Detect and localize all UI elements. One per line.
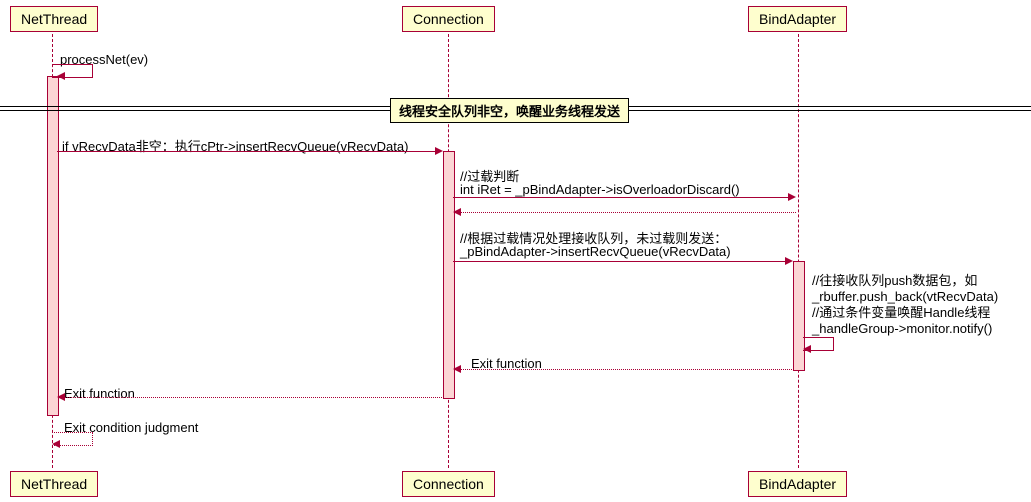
msg-insertrecvqueue: if vRecvData非空：执行cPtr->insertRecvQueue(v…: [62, 136, 408, 155]
participant-label: BindAdapter: [759, 11, 836, 27]
arrow-head: [52, 440, 60, 448]
msg-insert-call: _pBindAdapter->insertRecvQueue(vRecvData…: [460, 244, 731, 259]
msg-exit-function-2: Exit function: [64, 386, 135, 401]
activation-netthread: [47, 76, 59, 416]
participant-connection-top: Connection: [402, 6, 495, 32]
participant-label: BindAdapter: [759, 476, 836, 492]
arrow-head: [57, 393, 65, 401]
arrow-ret2: [62, 397, 444, 398]
note-notify: _handleGroup->monitor.notify(): [812, 321, 992, 338]
participant-label: NetThread: [21, 476, 87, 492]
activation-bindadapter: [793, 261, 805, 371]
participant-label: Connection: [413, 476, 484, 492]
arrow-m4: [453, 261, 789, 262]
arrow-head: [788, 193, 796, 201]
lifeline-bindadapter: [798, 34, 799, 468]
arrow-head: [57, 72, 65, 80]
participant-label: NetThread: [21, 11, 87, 27]
arrow-head: [803, 345, 811, 353]
participant-netthread-top: NetThread: [10, 6, 98, 32]
arrow-head: [435, 147, 443, 155]
activation-connection: [443, 151, 455, 399]
participant-bindadapter-top: BindAdapter: [748, 6, 847, 32]
note-rbuffer: _rbuffer.push_back(vtRecvData): [812, 289, 998, 306]
participant-netthread-bottom: NetThread: [10, 471, 98, 497]
arrow-m3-return: [458, 212, 796, 213]
participant-bindadapter-bottom: BindAdapter: [748, 471, 847, 497]
note-cond: //通过条件变量唤醒Handle线程: [812, 305, 990, 322]
arrow-head: [785, 257, 793, 265]
arrow-m3: [453, 197, 791, 198]
divider-label: 线程安全队列非空，唤醒业务线程发送: [390, 98, 629, 123]
msg-overload-call: int iRet = _pBindAdapter->isOverloadorDi…: [460, 182, 740, 197]
arrow-m2: [57, 151, 439, 152]
arrow-head: [453, 365, 461, 373]
arrow-ret1: [458, 369, 794, 370]
arrow-head: [453, 208, 461, 216]
participant-label: Connection: [413, 11, 484, 27]
participant-connection-bottom: Connection: [402, 471, 495, 497]
note-push: //往接收队列push数据包，如: [812, 273, 977, 290]
